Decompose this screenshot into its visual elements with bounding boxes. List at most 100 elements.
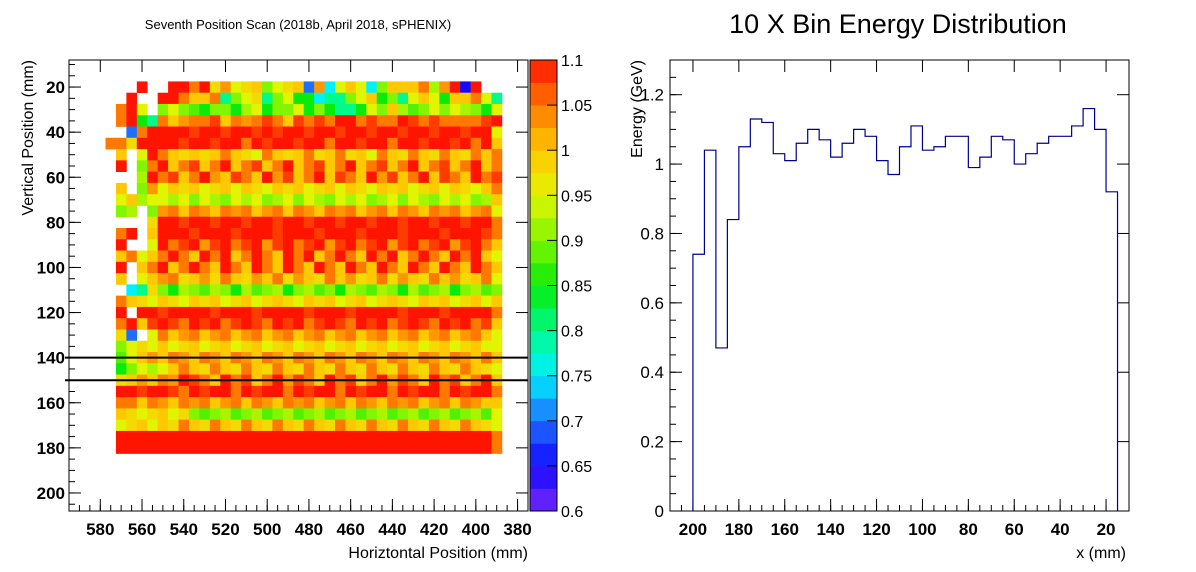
- heatmap-cell: [261, 261, 273, 274]
- heatmap-cell: [408, 408, 419, 421]
- colorbar-tick-label: 0.75: [561, 369, 592, 386]
- heatmap-cell: [178, 216, 190, 229]
- heatmap-cell: [345, 306, 357, 319]
- heatmap-cell: [355, 284, 367, 296]
- heatmap-cell: [126, 397, 138, 409]
- heatmap-cell: [408, 284, 419, 296]
- heatmap-cell: [491, 205, 503, 218]
- heatmap-cell: [199, 126, 211, 139]
- heatmap-cell: [470, 149, 482, 161]
- heatmap-cell: [345, 239, 357, 251]
- heatmap-cell: [314, 149, 325, 161]
- heatmap-cell: [220, 137, 232, 150]
- heatmap-cell: [178, 295, 190, 308]
- heatmap-cell: [439, 239, 451, 251]
- heatmap-cell: [188, 385, 200, 398]
- heatmap-cell: [230, 126, 242, 139]
- heatmap-cell: [115, 261, 127, 274]
- heatmap-cell: [136, 171, 148, 184]
- heatmap-cell: [355, 408, 367, 421]
- heatmap-cell: [261, 408, 273, 421]
- heatmap-cell: [220, 397, 232, 409]
- heatmap-cell: [460, 261, 471, 274]
- heatmap-cell: [439, 419, 451, 432]
- heatmap-cell: [157, 92, 169, 105]
- heatmap-cell: [251, 273, 263, 285]
- heatmap-cell: [209, 115, 221, 127]
- heatmap-cell: [230, 306, 242, 319]
- heatmap-cell: [470, 171, 482, 184]
- heatmap-cell: [136, 182, 148, 195]
- heatmap-cell: [397, 182, 409, 195]
- heatmap-cell: [418, 261, 430, 274]
- heatmap-cell: [303, 329, 315, 342]
- colorbar-band: [530, 240, 557, 264]
- heatmap-cell: [439, 284, 451, 296]
- heatmap-cell: [481, 171, 492, 184]
- heatmap-cell: [397, 103, 409, 116]
- heatmap-cell: [366, 205, 378, 218]
- heatmap-cell: [314, 295, 325, 308]
- heatmap-cell: [491, 182, 503, 195]
- heatmap-y-tick-label: 180: [37, 439, 65, 458]
- energy-x-tick-label: 200: [679, 520, 707, 539]
- heatmap-cell: [303, 228, 315, 240]
- heatmap-cell: [481, 430, 492, 443]
- heatmap-cell: [335, 329, 346, 342]
- heatmap-cell: [115, 160, 127, 172]
- heatmap-cell: [335, 363, 346, 375]
- heatmap-cell: [387, 397, 398, 409]
- heatmap-cell: [157, 284, 169, 296]
- heatmap-cell: [460, 126, 471, 139]
- heatmap-cell: [230, 137, 242, 150]
- heatmap-cell: [387, 306, 398, 319]
- heatmap-cell: [115, 385, 127, 398]
- heatmap-cell: [157, 137, 169, 150]
- colorbar-tick-label: 0.9: [561, 233, 583, 250]
- heatmap-cell: [188, 92, 200, 105]
- heatmap-cell: [355, 137, 367, 150]
- heatmap-cell: [136, 273, 148, 285]
- heatmap-x-tick-label: 520: [211, 520, 239, 539]
- heatmap-cell: [293, 160, 305, 172]
- heatmap-cell: [293, 126, 305, 139]
- heatmap-cell: [303, 171, 315, 184]
- heatmap-cell: [261, 397, 273, 409]
- heatmap-cell: [282, 273, 294, 285]
- heatmap-cell: [230, 115, 242, 127]
- heatmap-cell: [168, 442, 179, 454]
- heatmap-cell: [428, 160, 440, 172]
- heatmap-cell: [272, 363, 284, 375]
- heatmap-cell: [272, 126, 284, 139]
- heatmap-cell: [345, 408, 357, 421]
- heatmap-cell: [491, 149, 503, 161]
- heatmap-cell: [418, 205, 430, 218]
- heatmap-cell: [293, 239, 305, 251]
- heatmap-cell: [428, 81, 440, 94]
- heatmap-cell: [418, 408, 430, 421]
- heatmap-cell: [251, 306, 263, 319]
- heatmap-cell: [449, 385, 461, 398]
- heatmap-cell: [282, 295, 294, 308]
- heatmap-cell: [157, 250, 169, 263]
- heatmap-cell: [105, 137, 117, 150]
- heatmap-cell: [168, 81, 179, 94]
- heatmap-cell: [178, 430, 190, 443]
- heatmap-cell: [147, 363, 159, 375]
- heatmap-cell: [428, 318, 440, 330]
- heatmap-cell: [147, 273, 159, 285]
- heatmap-cell: [460, 228, 471, 240]
- heatmap-cell: [387, 385, 398, 398]
- heatmap-cell: [460, 363, 471, 375]
- heatmap-cell: [188, 318, 200, 330]
- heatmap-cell: [115, 137, 127, 150]
- heatmap-cell: [147, 182, 159, 195]
- heatmap-cell: [408, 115, 419, 127]
- heatmap-x-tick-label: 560: [128, 520, 156, 539]
- heatmap-cell: [366, 340, 378, 353]
- heatmap-cell: [199, 137, 211, 150]
- heatmap-cell: [366, 149, 378, 161]
- heatmap-cell: [199, 385, 211, 398]
- heatmap-cell: [428, 228, 440, 240]
- heatmap-cell: [428, 92, 440, 105]
